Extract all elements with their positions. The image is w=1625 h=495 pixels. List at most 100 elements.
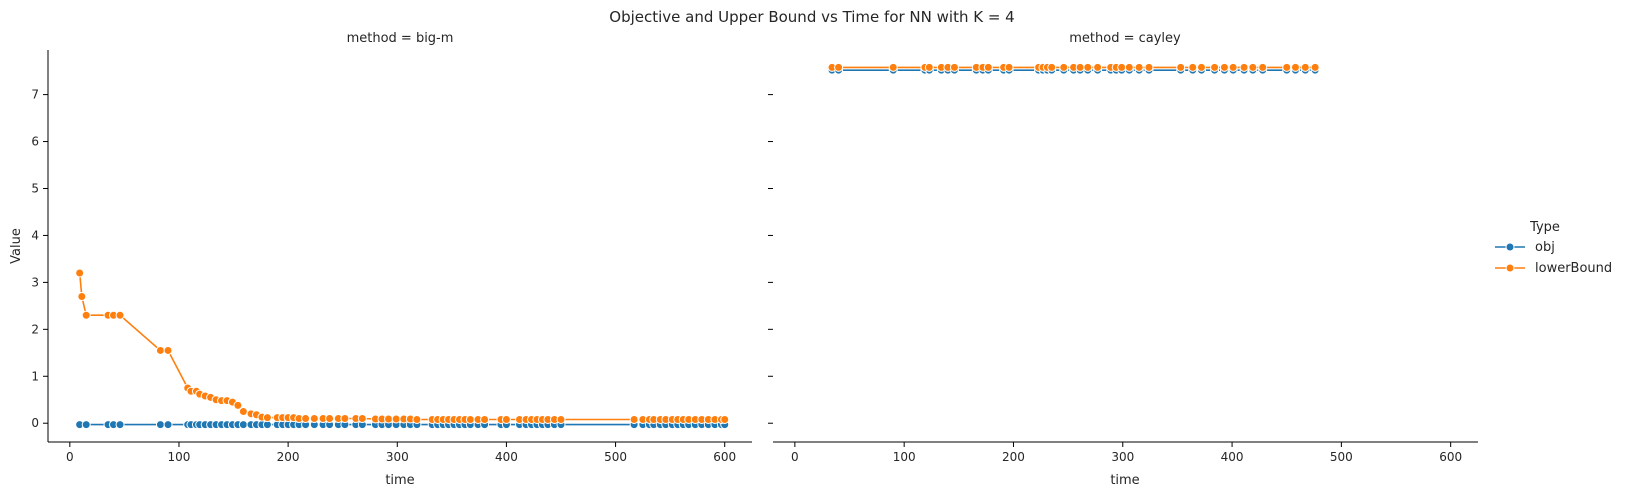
point-lowerBound bbox=[1258, 62, 1268, 72]
y-tick-label: 0 bbox=[31, 416, 39, 430]
plot-area-big-m bbox=[75, 268, 730, 430]
y-tick-label: 1 bbox=[31, 369, 39, 383]
x-tick-label: 600 bbox=[713, 450, 736, 464]
panel-title-cayley: method = cayley bbox=[1069, 31, 1181, 46]
point-lowerBound bbox=[1228, 62, 1238, 72]
point-lowerBound bbox=[1144, 62, 1154, 72]
point-lowerBound bbox=[163, 345, 173, 355]
x-axis-label-big-m: time bbox=[385, 473, 414, 488]
point-obj bbox=[115, 420, 125, 430]
y-tick-label: 2 bbox=[31, 322, 39, 336]
point-obj bbox=[163, 420, 173, 430]
point-lowerBound bbox=[77, 291, 87, 301]
point-lowerBound bbox=[1176, 62, 1186, 72]
x-axis-label-cayley: time bbox=[1110, 473, 1139, 488]
point-obj bbox=[81, 420, 91, 430]
point-lowerBound bbox=[480, 414, 490, 424]
point-lowerBound bbox=[155, 345, 165, 355]
point-lowerBound bbox=[888, 62, 898, 72]
x-tick-label: 400 bbox=[495, 450, 518, 464]
point-lowerBound bbox=[1310, 62, 1320, 72]
point-lowerBound bbox=[1219, 62, 1229, 72]
plot-area-cayley bbox=[827, 62, 1320, 75]
point-lowerBound bbox=[1282, 62, 1292, 72]
legend-swatch-marker-lowerBound bbox=[1505, 263, 1515, 273]
point-lowerBound bbox=[81, 310, 91, 320]
y-ticks: 0 1 2 3 4 5 6 7 bbox=[31, 88, 48, 430]
x-tick-label: 0 bbox=[66, 450, 74, 464]
x-ticks-cayley: 0 100 200 300 400 500 600 bbox=[791, 442, 1462, 464]
point-lowerBound bbox=[1300, 62, 1310, 72]
point-lowerBound bbox=[75, 268, 85, 278]
point-lowerBound bbox=[1047, 62, 1057, 72]
y-axis-label: Value bbox=[9, 228, 24, 264]
point-lowerBound bbox=[1239, 62, 1249, 72]
point-lowerBound bbox=[391, 414, 401, 424]
point-lowerBound bbox=[556, 414, 566, 424]
x-tick-label: 500 bbox=[1330, 450, 1353, 464]
point-lowerBound bbox=[1134, 62, 1144, 72]
x-tick-label: 200 bbox=[1002, 450, 1025, 464]
y-tick-label: 7 bbox=[31, 88, 39, 102]
x-tick-label: 300 bbox=[1111, 450, 1134, 464]
point-lowerBound bbox=[501, 414, 511, 424]
panel-cayley: method = cayley 0 100 200 300 400 500 600 time bbox=[768, 31, 1478, 488]
point-lowerBound bbox=[262, 413, 272, 423]
point-lowerBound bbox=[1196, 62, 1206, 72]
point-lowerBound bbox=[1210, 62, 1220, 72]
point-lowerBound bbox=[412, 414, 422, 424]
point-lowerBound bbox=[1075, 62, 1085, 72]
point-lowerBound bbox=[1083, 62, 1093, 72]
point-lowerBound bbox=[309, 414, 319, 424]
point-obj bbox=[238, 420, 248, 430]
point-lowerBound bbox=[1093, 62, 1103, 72]
x-tick-label: 0 bbox=[791, 450, 799, 464]
x-tick-label: 400 bbox=[1221, 450, 1244, 464]
legend-title: Type bbox=[1529, 220, 1560, 235]
point-lowerBound bbox=[629, 414, 639, 424]
y-tick-label: 3 bbox=[31, 275, 39, 289]
x-tick-label: 500 bbox=[604, 450, 627, 464]
point-lowerBound bbox=[720, 414, 730, 424]
y-tick-label: 4 bbox=[31, 228, 39, 242]
point-lowerBound bbox=[1124, 62, 1134, 72]
point-lowerBound bbox=[465, 414, 475, 424]
point-lowerBound bbox=[233, 400, 243, 410]
chart-title: Objective and Upper Bound vs Time for NN… bbox=[609, 8, 1014, 26]
point-lowerBound bbox=[325, 414, 335, 424]
point-lowerBound bbox=[384, 414, 394, 424]
legend-swatch-marker-obj bbox=[1505, 242, 1515, 252]
series-line-lowerBound bbox=[78, 272, 725, 421]
x-tick-label: 200 bbox=[277, 450, 300, 464]
point-lowerBound bbox=[949, 62, 959, 72]
y-tick-label: 5 bbox=[31, 181, 39, 195]
legend-entries: obj lowerBound bbox=[1495, 240, 1612, 276]
legend-label-lowerBound: lowerBound bbox=[1535, 261, 1612, 276]
panel-big-m: method = big-m 0 100 200 300 400 500 600 0 1 2 3 4… bbox=[9, 31, 752, 488]
point-lowerBound bbox=[1248, 62, 1258, 72]
legend-label-obj: obj bbox=[1535, 240, 1555, 255]
point-lowerBound bbox=[115, 310, 125, 320]
point-lowerBound bbox=[357, 414, 367, 424]
point-lowerBound bbox=[983, 62, 993, 72]
point-lowerBound bbox=[340, 414, 350, 424]
panel-title-big-m: method = big-m bbox=[347, 31, 454, 46]
point-lowerBound bbox=[1188, 62, 1198, 72]
point-lowerBound bbox=[1290, 62, 1300, 72]
y-tick-label: 6 bbox=[31, 135, 39, 149]
point-lowerBound bbox=[238, 406, 248, 416]
point-lowerBound bbox=[1059, 62, 1069, 72]
x-tick-label: 600 bbox=[1439, 450, 1462, 464]
point-lowerBound bbox=[1004, 62, 1014, 72]
point-lowerBound bbox=[301, 414, 311, 424]
point-lowerBound bbox=[834, 62, 844, 72]
point-lowerBound bbox=[1117, 62, 1127, 72]
x-tick-label: 100 bbox=[893, 450, 916, 464]
x-tick-label: 300 bbox=[386, 450, 409, 464]
x-tick-label: 100 bbox=[168, 450, 191, 464]
point-obj bbox=[155, 420, 165, 430]
point-lowerBound bbox=[924, 62, 934, 72]
x-ticks-big-m: 0 100 200 300 400 500 600 bbox=[66, 442, 736, 464]
y-ticks-cayley bbox=[768, 94, 773, 424]
